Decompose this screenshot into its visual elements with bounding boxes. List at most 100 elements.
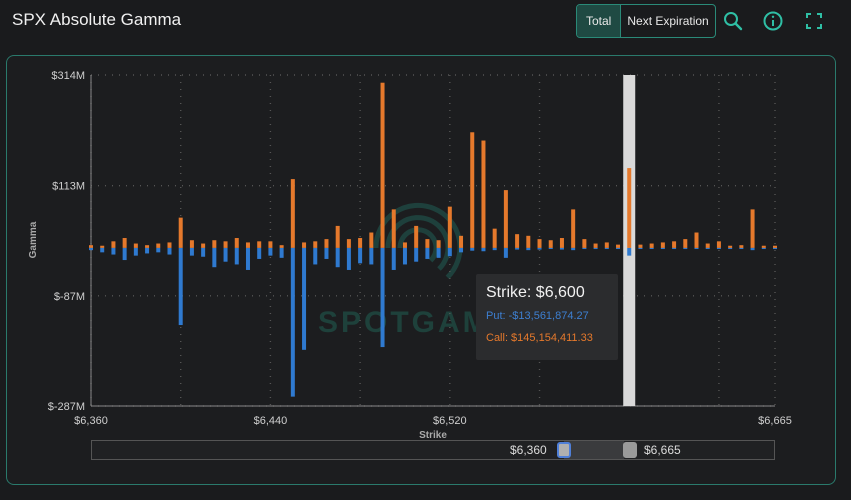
call-bar [582, 239, 587, 248]
call-bar [324, 239, 329, 248]
call-bar [537, 239, 542, 248]
call-bar [122, 238, 127, 248]
slider-right-label: $6,665 [644, 443, 681, 457]
slider-left-handle[interactable] [557, 442, 571, 458]
put-bar [212, 247, 217, 268]
call-bar [279, 245, 284, 248]
call-bar [593, 243, 598, 248]
call-bar [100, 245, 105, 248]
y-tick-label: $113M [52, 181, 85, 193]
call-bar [503, 190, 508, 248]
put-bar [279, 247, 284, 258]
call-bar [156, 243, 161, 248]
call-bar [515, 234, 520, 248]
put-bar [257, 247, 262, 259]
info-icon[interactable] [762, 10, 784, 32]
call-bar [638, 244, 643, 248]
put-bar [739, 247, 744, 250]
tooltip-put: Put: -$13,561,874.27 [486, 310, 589, 322]
call-bar [402, 242, 407, 248]
put-bar [111, 247, 116, 255]
x-tick-label: $6,520 [433, 415, 467, 427]
call-bar [290, 179, 295, 248]
put-bar [481, 247, 486, 252]
put-bar [694, 247, 699, 250]
call-bar [189, 240, 194, 248]
call-bar [716, 241, 721, 248]
put-bar [189, 247, 194, 256]
expiration-toggle[interactable]: Total Next Expiration [576, 4, 716, 38]
call-bar [761, 245, 766, 248]
put-bar [402, 247, 407, 265]
put-bar [470, 247, 475, 251]
put-bar [716, 247, 721, 250]
put-bar [245, 247, 250, 270]
call-bar [111, 241, 116, 248]
put-bar [571, 247, 576, 251]
call-bar [369, 232, 374, 248]
zoom-icon[interactable] [722, 10, 744, 32]
put-bar [358, 247, 363, 264]
call-bar [447, 206, 452, 248]
put-bar [649, 247, 654, 250]
put-bar [346, 247, 351, 270]
put-bar [548, 247, 553, 250]
fullscreen-icon[interactable] [803, 10, 825, 32]
put-bar [380, 247, 385, 348]
put-bar [492, 247, 497, 251]
put-bar [459, 247, 464, 253]
put-bar [290, 247, 295, 397]
y-tick-label: $-287M [48, 401, 85, 413]
call-bar [739, 245, 744, 248]
toggle-total-button[interactable]: Total [577, 5, 622, 37]
call-bar [548, 240, 553, 248]
slider-right-handle[interactable] [623, 442, 637, 458]
put-bar [391, 247, 396, 270]
put-bar [761, 247, 766, 250]
put-bar [122, 247, 127, 261]
call-bar [559, 238, 564, 248]
put-bar [145, 247, 150, 254]
put-bar [414, 247, 419, 262]
call-bar [302, 242, 307, 248]
call-bar [223, 241, 228, 248]
call-bar [346, 239, 351, 248]
y-tick-label: $-87M [54, 291, 85, 303]
put-bar [660, 247, 665, 250]
put-bar [672, 247, 677, 250]
x-tick-label: $6,440 [254, 415, 288, 427]
call-bar [705, 243, 710, 248]
put-bar [335, 247, 340, 268]
put-bar [705, 247, 710, 250]
put-bar [167, 247, 172, 255]
put-bar [559, 247, 564, 250]
page-title: SPX Absolute Gamma [12, 10, 182, 29]
call-bar [201, 243, 206, 248]
slider-selected-range[interactable] [564, 441, 624, 459]
toggle-next-expiration-button[interactable]: Next Expiration [627, 14, 709, 28]
call-bar [133, 243, 138, 248]
tooltip-strike: Strike: $6,600 [486, 284, 585, 301]
put-bar [436, 247, 441, 258]
call-bar [660, 242, 665, 248]
call-bar [380, 82, 385, 248]
call-bar [627, 168, 632, 248]
x-tick-label: $6,360 [74, 415, 108, 427]
call-bar [649, 243, 654, 248]
strike-range-slider[interactable]: $6,360 $6,665 [91, 440, 775, 460]
x-tick-label: $6,665 [758, 415, 792, 427]
call-bar [145, 245, 150, 248]
call-bar [470, 132, 475, 248]
call-bar [694, 232, 699, 248]
x-axis-title: Strike [419, 430, 447, 441]
put-bar [425, 247, 430, 259]
y-axis-title: Gamma [28, 221, 39, 258]
call-bar [178, 217, 183, 248]
call-bar [571, 209, 576, 248]
put-bar [100, 247, 105, 253]
put-bar [268, 247, 273, 256]
call-bar [89, 245, 93, 248]
chart-tooltip: Strike: $6,600 Put: -$13,561,874.27 Call… [476, 274, 618, 360]
put-bar [593, 247, 598, 250]
